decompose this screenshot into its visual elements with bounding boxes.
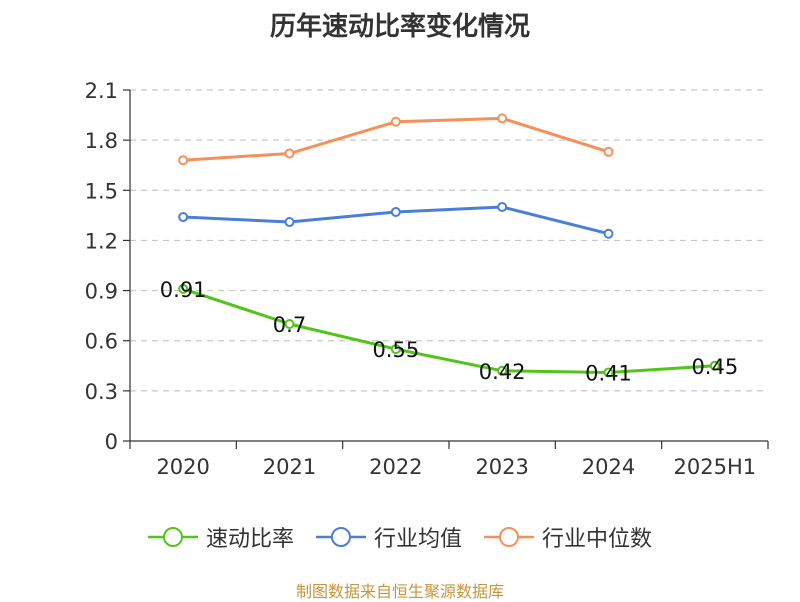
legend-item-quick-ratio[interactable]: 速动比率 xyxy=(147,521,294,553)
x-tick-label: 2024 xyxy=(582,455,635,479)
y-tick-label: 2.1 xyxy=(85,79,118,103)
data-point[interactable] xyxy=(603,228,614,239)
data-label: 0.91 xyxy=(160,278,207,302)
data-point[interactable] xyxy=(178,155,189,166)
series-lines xyxy=(178,113,720,378)
y-tick-label: 0.9 xyxy=(85,280,118,304)
data-label: 0.42 xyxy=(479,360,526,384)
data-point[interactable] xyxy=(178,283,189,294)
x-tick-label: 2021 xyxy=(263,455,316,479)
y-tick-label: 0.3 xyxy=(85,380,118,404)
data-point[interactable] xyxy=(603,367,614,378)
data-point[interactable] xyxy=(390,116,401,127)
data-point[interactable] xyxy=(178,212,189,223)
legend-marker-icon xyxy=(484,527,534,547)
legend-marker-icon xyxy=(315,527,366,547)
legend-label: 行业均值 xyxy=(373,527,462,552)
data-label: 0.45 xyxy=(691,355,738,379)
data-point[interactable] xyxy=(284,319,295,329)
data-point[interactable] xyxy=(709,360,720,371)
data-point[interactable] xyxy=(497,202,508,212)
y-tick-label: 0.6 xyxy=(85,330,118,354)
grid-lines xyxy=(130,89,768,392)
data-point[interactable] xyxy=(390,344,401,355)
data-label: 0.7 xyxy=(273,313,306,337)
chart-title: 历年速动比率变化情况 xyxy=(269,12,530,42)
y-tick-label: 1.2 xyxy=(85,229,118,253)
legend-item-industry-mean[interactable]: 行业均值 xyxy=(315,521,462,553)
y-tick-label: 1.5 xyxy=(85,179,118,203)
data-point[interactable] xyxy=(284,148,295,159)
axes: 0 0.3 0.6 0.9 1.2 1.5 1.8 2.1 2020 2021 2022 2023 20… xyxy=(85,79,769,479)
series-line xyxy=(182,287,715,374)
y-tick-label: 1.8 xyxy=(85,129,118,153)
data-labels: 0.91 0.7 0.55 0.42 0.41 0.45 xyxy=(160,278,738,386)
data-label: 0.55 xyxy=(372,338,419,362)
data-label: 0.41 xyxy=(585,361,632,385)
x-tick-label: 2022 xyxy=(369,455,422,479)
legend-item-industry-median[interactable]: 行业中位数 xyxy=(484,521,652,553)
source-note: 制图数据来自恒生聚源数据库 xyxy=(295,582,504,601)
legend-label: 行业中位数 xyxy=(542,527,653,552)
y-tick-label: 0 xyxy=(105,430,118,454)
x-tick-label: 2023 xyxy=(475,455,528,479)
legend-label: 速动比率 xyxy=(205,527,294,552)
x-tick-label: 2025H1 xyxy=(674,455,757,479)
data-point[interactable] xyxy=(497,365,508,376)
legend-marker-icon xyxy=(147,527,198,547)
x-tick-label: 2020 xyxy=(156,455,209,479)
data-point[interactable] xyxy=(284,217,295,228)
legend: 速动比率 行业均值 行业中位数 xyxy=(0,519,800,555)
data-point[interactable] xyxy=(603,146,614,157)
data-point[interactable] xyxy=(390,207,401,218)
data-point[interactable] xyxy=(497,113,508,124)
